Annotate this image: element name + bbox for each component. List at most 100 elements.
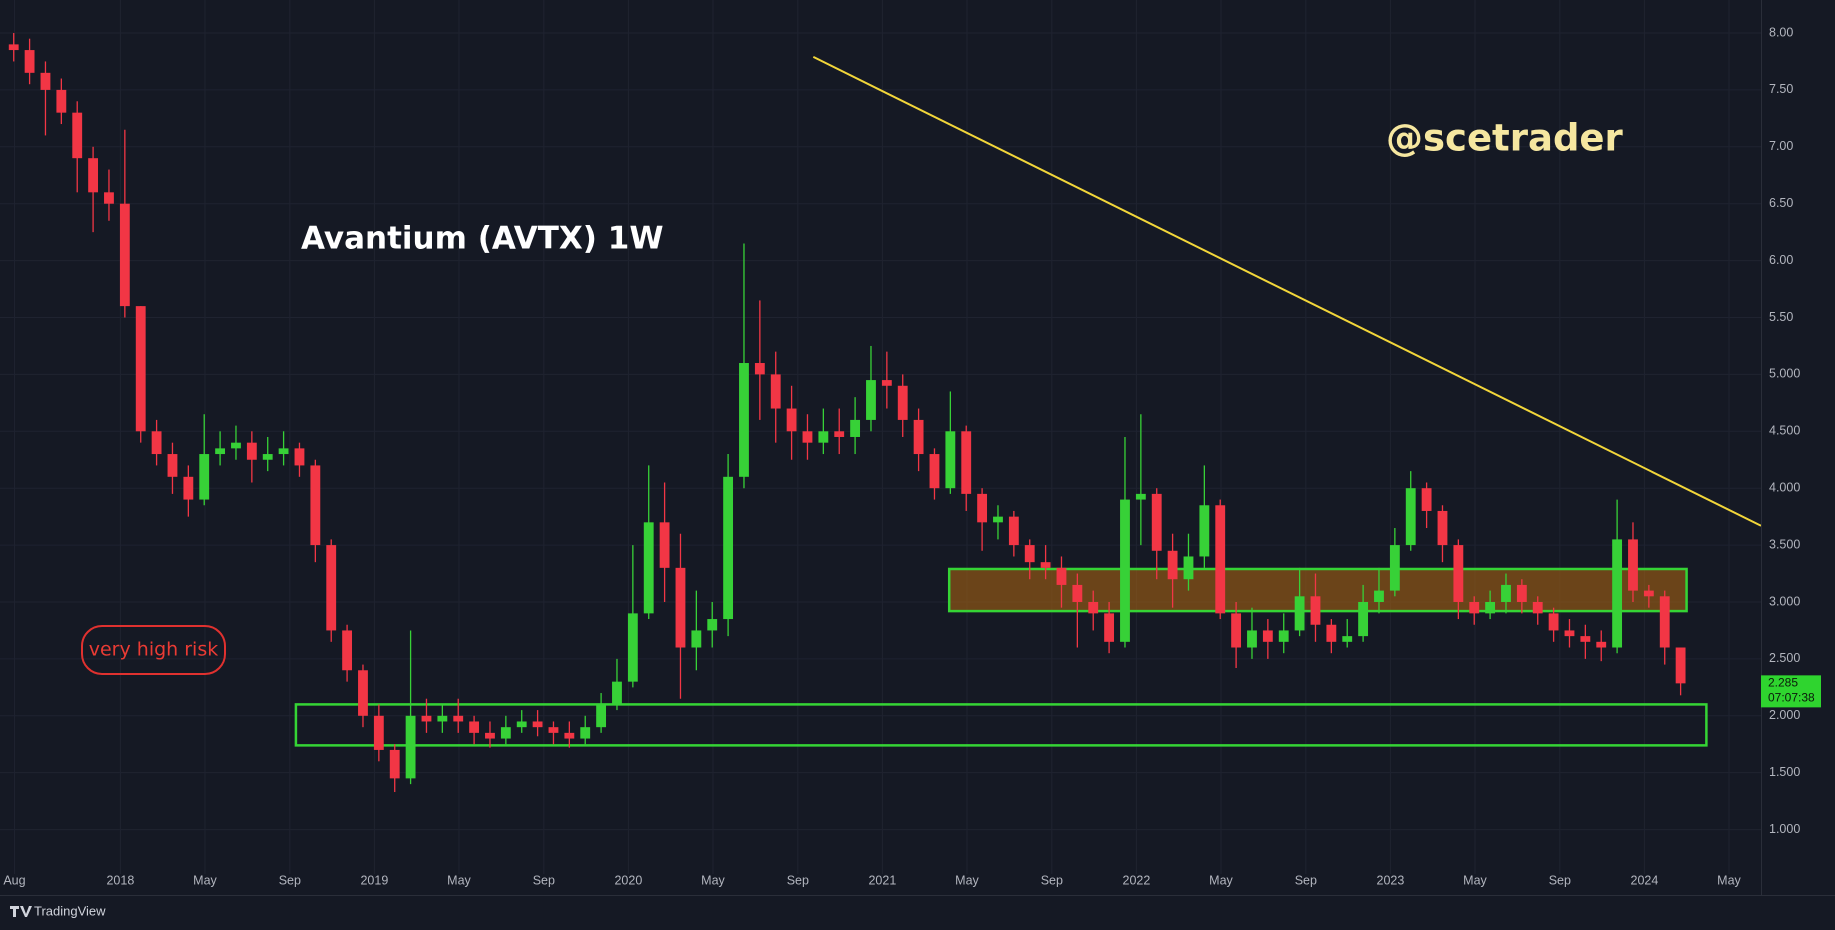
- x-tick-label: 2022: [1123, 873, 1151, 887]
- candle-body: [500, 727, 511, 739]
- candle-body: [167, 454, 178, 477]
- candle-body: [1612, 539, 1623, 648]
- candle-body: [1643, 590, 1654, 597]
- candle-body: [342, 630, 353, 671]
- candle-body: [1374, 590, 1384, 602]
- candle-body: [358, 670, 368, 716]
- candle-body: [294, 448, 305, 466]
- candle-body: [1596, 641, 1607, 648]
- candle-body: [802, 431, 813, 443]
- candle-body: [993, 516, 1003, 523]
- candle-body: [326, 545, 337, 631]
- candle-body: [770, 374, 781, 409]
- candle-body: [8, 44, 19, 51]
- candle-body: [1056, 567, 1067, 585]
- candle-body: [1469, 601, 1480, 614]
- y-tick-label: 7.50: [1769, 82, 1793, 96]
- candle-body: [1088, 601, 1099, 614]
- candle-body: [1580, 636, 1591, 642]
- x-tick-label: 2020: [614, 873, 642, 887]
- candle-body: [1120, 499, 1130, 642]
- candle-body: [437, 715, 448, 722]
- candle-body: [929, 454, 940, 489]
- candle-body: [1326, 624, 1337, 642]
- y-tick-label: 2.500: [1769, 651, 1800, 665]
- trendline: [812, 56, 1762, 527]
- candle-body: [1675, 647, 1686, 684]
- candle-body: [1358, 601, 1369, 637]
- brand-logo[interactable]: [10, 906, 32, 917]
- candle-body: [1262, 630, 1273, 642]
- chart-title: Avantium (AVTX) 1W: [301, 221, 664, 257]
- y-tick-label: 3.000: [1769, 594, 1800, 608]
- candle-body: [183, 476, 194, 500]
- y-tick-label: 3.500: [1769, 537, 1800, 551]
- candle-body: [421, 715, 432, 722]
- candle-body: [723, 476, 734, 620]
- x-tick-label: Sep: [787, 873, 809, 887]
- candle-body: [56, 89, 67, 113]
- candle-body: [1421, 488, 1432, 511]
- candle-body: [88, 158, 99, 193]
- last-price-box: [1761, 675, 1821, 708]
- candle-body: [913, 419, 924, 455]
- last-price-tag: 2.285 07:07:38: [1761, 675, 1821, 708]
- x-tick-label: Sep: [533, 873, 555, 887]
- x-tick-label: 2019: [360, 873, 388, 887]
- candle-body: [1437, 510, 1448, 546]
- candle-body: [643, 522, 654, 614]
- candle-body: [580, 727, 591, 739]
- risk-note: very high risk: [89, 639, 218, 661]
- candle-body: [104, 192, 114, 204]
- candle-body: [612, 681, 622, 705]
- candle-body: [24, 50, 35, 73]
- candle-body: [389, 749, 400, 779]
- candle-body: [231, 442, 241, 449]
- candle-body: [1501, 584, 1511, 602]
- candle-body: [1405, 488, 1416, 546]
- trendline-layer: [812, 56, 1762, 527]
- candle-body: [897, 385, 908, 420]
- y-tick-label: 5.000: [1769, 367, 1800, 381]
- risk-note-box: [81, 625, 226, 675]
- candle-body: [596, 704, 607, 728]
- y-tick-label: 4.000: [1769, 480, 1800, 494]
- candle-body: [151, 431, 162, 455]
- candle-body: [135, 306, 146, 432]
- candle-body: [119, 203, 130, 307]
- candle-body: [961, 431, 972, 494]
- candle-body: [1659, 596, 1670, 648]
- candle-body: [1548, 613, 1559, 631]
- candle-body: [707, 619, 718, 631]
- x-tick-label: May: [1209, 873, 1233, 887]
- last-price: 2.285: [1768, 676, 1798, 690]
- candle-body: [1310, 596, 1321, 625]
- candle-body: [691, 630, 702, 648]
- candle-body: [532, 721, 543, 728]
- zone-box: [294, 703, 1708, 747]
- bar-countdown: 07:07:38: [1768, 691, 1815, 705]
- candle-body: [1072, 584, 1083, 602]
- x-tick-label: May: [701, 873, 725, 887]
- candle-body: [469, 721, 480, 733]
- candle-body: [739, 363, 749, 477]
- brand-name[interactable]: TradingView: [34, 903, 106, 918]
- x-tick-label: 2023: [1377, 873, 1405, 887]
- candle-body: [1247, 630, 1257, 648]
- candle-body: [1231, 613, 1242, 648]
- brand[interactable]: TradingView: [10, 903, 106, 918]
- candle-body: [278, 448, 289, 455]
- candle-body: [627, 613, 638, 682]
- candle-body: [818, 431, 829, 443]
- candle-body: [1516, 584, 1527, 602]
- candle-body: [1389, 545, 1400, 591]
- candle-body: [1294, 596, 1305, 631]
- candle-body: [866, 380, 876, 420]
- candle-body: [72, 112, 83, 159]
- candle-body: [881, 380, 892, 386]
- watermark: @scetrader: [1386, 117, 1624, 160]
